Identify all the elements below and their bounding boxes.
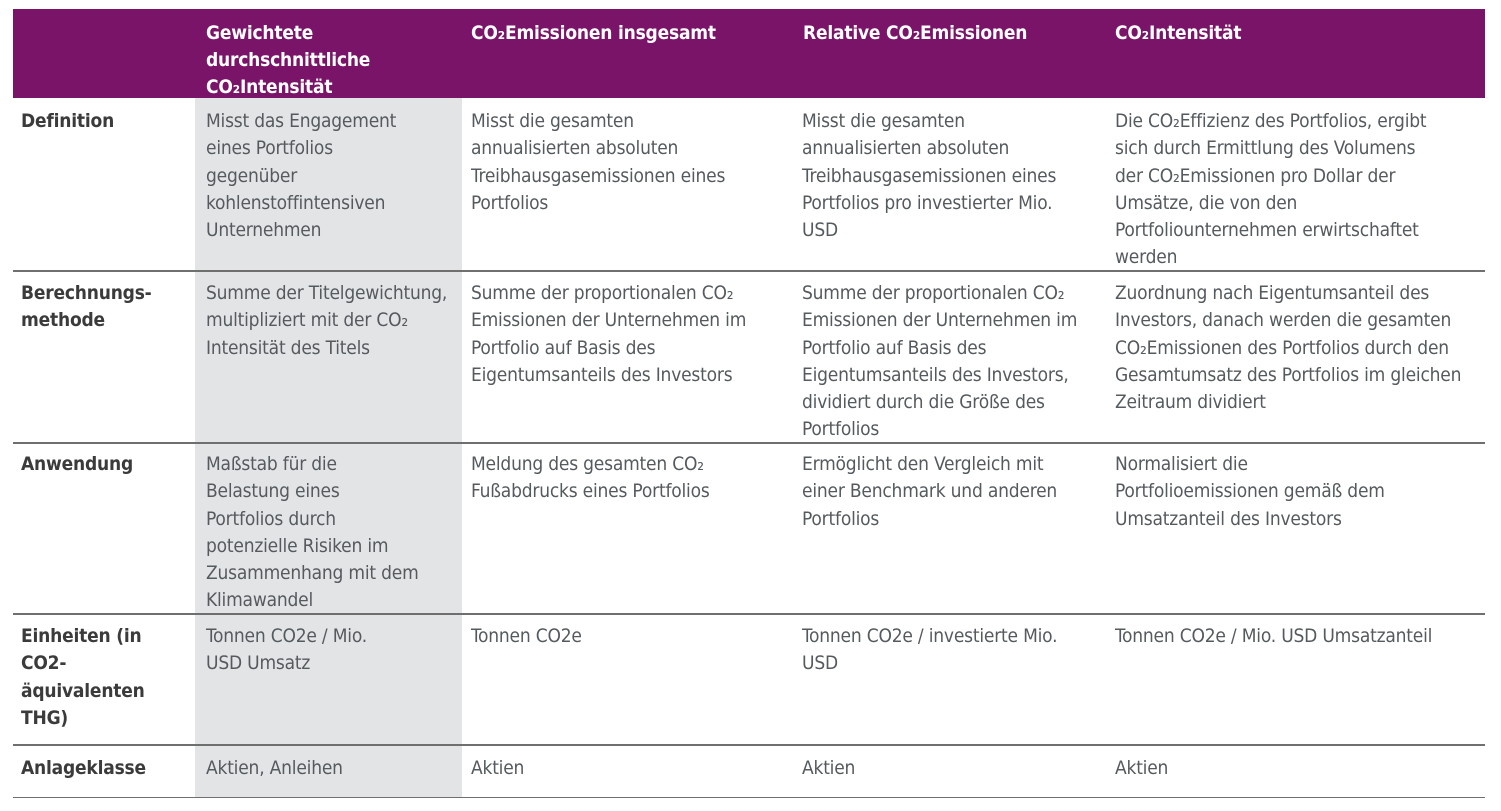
- table-cell: Aktien, Anleihen: [206, 757, 343, 779]
- table-cell: Die CO₂Effizienz des Portfolios, ergibt …: [1115, 110, 1427, 269]
- row-separator: [13, 442, 1485, 444]
- row-separator: [13, 613, 1485, 615]
- header-relative-emissions: Relative CO₂Emissionen: [803, 22, 1028, 44]
- row-separator: [13, 744, 1485, 746]
- highlight-column-background: [195, 98, 462, 798]
- row-separator: [13, 270, 1485, 272]
- table-cell: Aktien: [471, 757, 525, 779]
- row-label: Berechnungs- methode: [21, 282, 152, 332]
- table-cell: Tonnen CO2e / Mio. USD Umsatzanteil: [1115, 625, 1433, 647]
- table-cell: Ermöglicht den Vergleich mit einer Bench…: [802, 453, 1058, 530]
- table-cell: Misst die gesamten annualisierten absolu…: [471, 110, 726, 214]
- table-cell: Tonnen CO2e: [471, 625, 582, 647]
- table-cell: Summe der Titelgewichtung, multipliziert…: [206, 282, 448, 359]
- table-cell: Misst das Engagement eines Portfolios ge…: [206, 110, 397, 242]
- table-header: Gewichtete durchschnittliche CO₂Intensit…: [13, 9, 1485, 98]
- table-cell: Zuordnung nach Eigentumsanteil des Inves…: [1115, 282, 1462, 414]
- table-cell: Maßstab für die Belastung eines Portfoli…: [206, 453, 419, 612]
- row-label: Definition: [21, 110, 115, 132]
- table-cell: Summe der proportionalen CO₂ Emissionen …: [471, 282, 747, 386]
- row-label: Anlageklasse: [21, 757, 146, 779]
- table-cell: Tonnen CO2e / investierte Mio. USD: [802, 625, 1058, 675]
- table-cell: Aktien: [802, 757, 856, 779]
- row-label: Einheiten (in CO2- äquivalenten THG): [21, 625, 145, 729]
- row-label: Anwendung: [21, 453, 133, 475]
- table-cell: Misst die gesamten annualisierten absolu…: [802, 110, 1057, 242]
- comparison-table: Gewichtete durchschnittliche CO₂Intensit…: [13, 9, 1485, 98]
- row-separator: [13, 797, 1485, 798]
- header-weighted-average-intensity: Gewichtete durchschnittliche CO₂Intensit…: [206, 22, 371, 98]
- table-cell: Tonnen CO2e / Mio. USD Umsatz: [206, 625, 367, 675]
- header-total-emissions: CO₂Emissionen insgesamt: [471, 22, 716, 44]
- table-cell: Meldung des gesamten CO₂ Fußabdrucks ein…: [471, 453, 710, 503]
- table-cell: Aktien: [1115, 757, 1169, 779]
- table-cell: Normalisiert die Portfolioemissionen gem…: [1115, 453, 1385, 530]
- header-carbon-intensity: CO₂Intensität: [1115, 22, 1242, 44]
- table-cell: Summe der proportionalen CO₂ Emissionen …: [802, 282, 1078, 441]
